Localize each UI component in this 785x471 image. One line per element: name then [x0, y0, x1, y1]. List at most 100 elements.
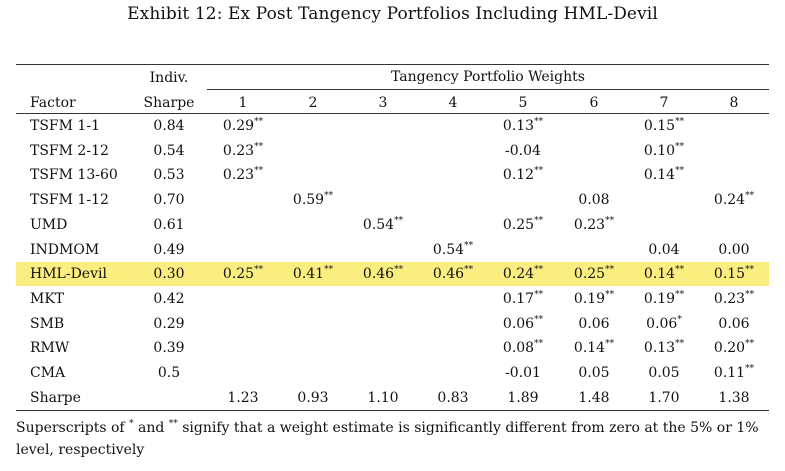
table-bottom-rule	[16, 410, 769, 412]
weight-cell: 0.19**	[629, 290, 699, 307]
weight-cell: 0.08**	[488, 340, 558, 357]
significance-stars: **	[675, 339, 685, 350]
table-row: TSFM 2-12 0.54 0.23** -0.04 0.10**	[16, 139, 769, 163]
header-bottom-rule	[16, 113, 769, 114]
significance-stars: **	[534, 265, 544, 276]
weight-value: 0.20	[713, 340, 746, 357]
weight-value: 0.05	[648, 365, 680, 381]
significance-stars: **	[534, 117, 544, 127]
weight-value: 0.17	[502, 290, 535, 307]
weight-value: 0.15	[643, 118, 676, 134]
significance-stars: **	[745, 265, 755, 276]
weight-value: 0.23	[573, 216, 606, 233]
weight-value: 0.14	[643, 167, 676, 184]
weight-cell: 0.25**	[208, 265, 278, 283]
weight-cell: 0.14**	[629, 265, 699, 283]
weight-value: 0.54	[432, 241, 465, 258]
significance-stars: **	[675, 141, 685, 152]
weight-value: 0.13	[643, 340, 676, 357]
significance-stars: **	[324, 265, 334, 276]
table-row: MKT 0.42 0.17** 0.19** 0.19** 0.23**	[16, 287, 769, 311]
weight-cell: -0.04	[488, 143, 558, 159]
weight-cell: 0.46**	[348, 266, 418, 283]
weight-value: 0.06	[502, 315, 535, 332]
weight-cell: 0.05	[559, 365, 629, 381]
significance-stars: **	[324, 191, 334, 202]
significance-stars: **	[675, 117, 685, 127]
factor-name: TSFM 1-1	[30, 118, 100, 134]
factor-name: INDMOM	[30, 241, 100, 258]
weight-cell: 0.12**	[488, 167, 558, 184]
weight-cell: 0.25**	[488, 215, 558, 233]
footnote-text-b: and	[133, 420, 169, 436]
weight-cell: 1.23	[208, 390, 278, 406]
weight-cell: 0.23**	[699, 289, 769, 307]
indiv-sharpe-value: 0.70	[153, 192, 185, 209]
weight-cell: 0.23**	[208, 167, 278, 184]
footnote-single-star: *	[129, 419, 134, 429]
weight-value: 1.23	[227, 389, 259, 406]
tangency-weights-group-header: Tangency Portfolio Weights	[391, 69, 585, 85]
weight-value: 0.25	[502, 216, 535, 233]
weight-cell: 0.19**	[559, 289, 629, 307]
table-row: HML-Devil 0.30 0.25** 0.41** 0.46** 0.46** 0.2…	[16, 262, 769, 287]
weight-value: 0.93	[297, 389, 329, 406]
weight-cell: 1.89	[488, 390, 558, 406]
weight-value: 0.54	[362, 216, 395, 233]
significance-stars: **	[534, 215, 544, 226]
weight-value: 0.23	[222, 142, 255, 159]
weight-cell: 0.14**	[629, 167, 699, 184]
table-row: CMA 0.5 -0.01 0.05 0.05 0.11**	[16, 361, 769, 385]
indiv-sharpe-value: 0.39	[153, 340, 185, 357]
weight-cell: 0.29**	[208, 118, 278, 135]
significance-stars: **	[605, 265, 615, 276]
weight-cell: 1.10	[348, 390, 418, 406]
weight-cell: 0.10**	[629, 141, 699, 159]
portfolio-number-header: 2	[308, 95, 318, 111]
weight-cell: 0.24**	[488, 265, 558, 283]
weight-cell: 0.15**	[699, 265, 769, 283]
group-header-rule	[207, 89, 769, 90]
weight-cell: 0.11**	[699, 365, 769, 382]
indiv-sharpe-value: 0.61	[153, 216, 185, 233]
factor-name: UMD	[30, 216, 68, 233]
weight-cell: 1.38	[699, 390, 769, 406]
significance-stars: **	[534, 289, 544, 300]
weight-value: 0.06	[718, 315, 750, 332]
portfolio-number-header: 1	[238, 95, 248, 111]
indiv-header-line1: Indiv.	[149, 70, 189, 86]
indiv-sharpe-value: 0.42	[153, 290, 185, 307]
indiv-sharpe-value: 0.84	[153, 118, 185, 134]
weight-cell: 0.05	[629, 365, 699, 381]
weight-cell: 0.06**	[488, 315, 558, 332]
significance-stars: **	[605, 289, 615, 300]
weight-value: 0.23	[713, 290, 746, 307]
weight-cell: 0.54**	[418, 240, 488, 258]
weight-value: 0.13	[502, 118, 535, 134]
significance-stars: **	[675, 265, 685, 276]
weight-value: 0.10	[643, 142, 676, 159]
weight-value: -0.01	[505, 365, 541, 381]
significance-stars: **	[464, 240, 474, 251]
significance-stars: **	[254, 265, 264, 276]
factor-name: RMW	[30, 340, 70, 357]
significance-stars: **	[254, 141, 264, 152]
factor-name: HML-Devil	[30, 266, 107, 283]
weight-cell: 0.13**	[488, 117, 558, 135]
weight-value: 0.00	[718, 241, 750, 258]
weight-cell: 0.83	[418, 390, 488, 406]
weight-value: 0.06	[646, 315, 678, 332]
table-row: TSFM 1-1 0.84 0.29** 0.13** 0.15**	[16, 114, 769, 138]
table-row: TSFM 1-12 0.70 0.59** 0.08 0.24**	[16, 188, 769, 212]
weight-value: 1.70	[648, 389, 680, 406]
indiv-sharpe-value: 0.49	[153, 241, 185, 258]
indiv-sharpe-value: 0.54	[153, 142, 185, 159]
factor-name: TSFM 1-12	[30, 192, 109, 209]
indiv-header-line2: Sharpe	[143, 95, 195, 111]
weight-cell: 0.00	[699, 242, 769, 258]
weight-value: 0.14	[643, 266, 676, 283]
significance-stars: **	[745, 289, 755, 300]
significance-stars: **	[745, 339, 755, 350]
table-row: INDMOM 0.49 0.54** 0.04 0.00	[16, 238, 769, 262]
weight-value: 1.10	[367, 389, 399, 406]
